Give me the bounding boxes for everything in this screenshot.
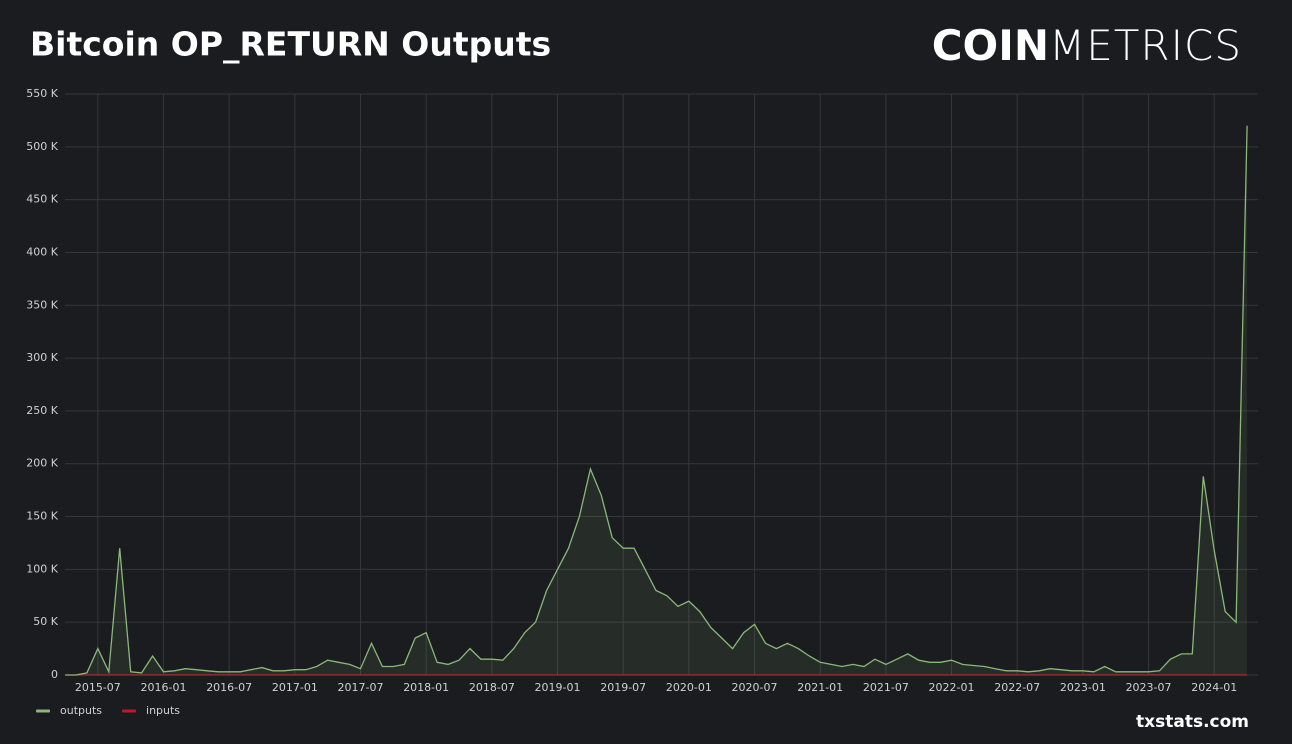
x-tick-label: 2022-07 bbox=[994, 681, 1040, 694]
x-tick-label: 2017-07 bbox=[338, 681, 384, 694]
x-tick-label: 2023-07 bbox=[1126, 681, 1172, 694]
legend-label: inputs bbox=[146, 704, 180, 717]
logo-light: METRICS bbox=[1049, 21, 1242, 70]
y-tick-label: 400 K bbox=[26, 245, 58, 258]
y-tick-label: 250 K bbox=[26, 404, 58, 417]
x-tick-label: 2018-07 bbox=[469, 681, 515, 694]
logo-bold: COIN bbox=[932, 21, 1049, 70]
legend-swatch bbox=[122, 709, 137, 713]
y-tick-label: 500 K bbox=[26, 140, 58, 153]
y-tick-label: 350 K bbox=[26, 298, 58, 311]
x-tick-label: 2020-07 bbox=[732, 681, 778, 694]
y-tick-label: 550 K bbox=[26, 87, 58, 100]
chart-title: Bitcoin OP_RETURN Outputs bbox=[30, 25, 551, 64]
x-tick-label: 2019-07 bbox=[600, 681, 646, 694]
x-tick-label: 2016-07 bbox=[206, 681, 252, 694]
legend-swatch bbox=[36, 709, 50, 713]
logo: COINMETRICS bbox=[932, 21, 1242, 70]
x-tick-label: 2018-01 bbox=[403, 681, 449, 694]
x-tick-label: 2016-01 bbox=[141, 681, 187, 694]
y-tick-label: 0 bbox=[51, 668, 58, 681]
x-tick-label: 2024-01 bbox=[1191, 681, 1237, 694]
x-tick-label: 2022-01 bbox=[929, 681, 975, 694]
y-tick-label: 150 K bbox=[26, 510, 58, 523]
y-tick-label: 450 K bbox=[26, 193, 58, 206]
source: txstats.com bbox=[1136, 712, 1249, 732]
y-tick-label: 300 K bbox=[26, 351, 58, 364]
x-tick-label: 2019-01 bbox=[535, 681, 581, 694]
legend-label: outputs bbox=[60, 704, 102, 717]
x-tick-label: 2015-07 bbox=[75, 681, 121, 694]
x-tick-label: 2021-01 bbox=[797, 681, 843, 694]
y-tick-label: 50 K bbox=[33, 615, 58, 628]
x-tick-label: 2023-01 bbox=[1060, 681, 1106, 694]
y-tick-label: 100 K bbox=[26, 562, 58, 575]
y-tick-label: 200 K bbox=[26, 457, 58, 470]
x-tick-label: 2021-07 bbox=[863, 681, 909, 694]
x-tick-label: 2017-01 bbox=[272, 681, 318, 694]
x-tick-label: 2020-01 bbox=[666, 681, 712, 694]
line bbox=[65, 125, 1248, 676]
